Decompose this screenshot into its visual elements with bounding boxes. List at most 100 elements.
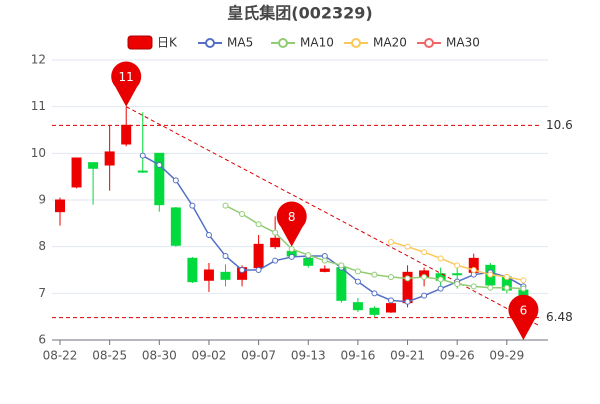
x-tick-label: 08-30 bbox=[142, 349, 177, 363]
chart-title: 皇氏集团(002329) bbox=[227, 4, 372, 23]
y-tick-label: 7 bbox=[38, 286, 46, 300]
candle-body bbox=[319, 268, 330, 272]
legend-marker bbox=[351, 38, 361, 48]
y-tick-label: 12 bbox=[31, 53, 46, 67]
ma-point bbox=[454, 262, 461, 269]
ma-point bbox=[421, 292, 428, 299]
candle-body bbox=[55, 199, 65, 213]
candle-body bbox=[104, 151, 115, 166]
candle-body bbox=[369, 307, 380, 315]
ma-point bbox=[388, 297, 394, 304]
ma-point bbox=[503, 274, 510, 280]
ma-point bbox=[470, 283, 477, 290]
ma-point bbox=[222, 202, 229, 209]
candle-body bbox=[352, 302, 363, 311]
ma-point bbox=[239, 267, 246, 273]
ma-point bbox=[139, 152, 146, 159]
candle-body bbox=[253, 243, 264, 269]
legend-marker bbox=[278, 38, 288, 48]
x-tick-label: 09-26 bbox=[440, 349, 475, 363]
ma-point bbox=[338, 262, 345, 269]
ma-point bbox=[288, 246, 295, 252]
mark-line-label: 6.48 bbox=[546, 310, 573, 324]
candle-body bbox=[154, 152, 165, 206]
ma-point bbox=[255, 221, 262, 228]
ma-point bbox=[255, 267, 262, 273]
mark-pin bbox=[111, 61, 142, 107]
ma-point bbox=[470, 267, 477, 273]
ma-line bbox=[142, 155, 524, 303]
candle-body bbox=[203, 269, 214, 281]
ma-point bbox=[421, 249, 428, 256]
candle-body bbox=[187, 257, 198, 283]
candle-body bbox=[121, 124, 132, 145]
x-tick-label: 09-21 bbox=[390, 349, 425, 363]
ma-point bbox=[354, 268, 361, 275]
y-tick-label: 10 bbox=[31, 146, 46, 160]
candle-body bbox=[270, 237, 281, 248]
y-tick-label: 11 bbox=[31, 99, 46, 113]
mark-line-label: 10.6 bbox=[546, 118, 573, 132]
ma-point bbox=[421, 274, 428, 280]
ma-point bbox=[272, 257, 279, 264]
ma-point bbox=[156, 162, 163, 168]
legend-label: MA5 bbox=[227, 36, 253, 50]
ma-point bbox=[388, 239, 394, 245]
x-tick-label: 08-25 bbox=[92, 349, 127, 363]
ma-point bbox=[371, 290, 378, 297]
x-tick-label: 09-02 bbox=[192, 349, 227, 363]
mark-pin bbox=[508, 294, 539, 340]
trend-line bbox=[125, 106, 541, 327]
ma-point bbox=[487, 284, 494, 291]
ma-point bbox=[437, 285, 444, 292]
x-tick-label: 09-13 bbox=[291, 349, 326, 363]
legend-label: MA20 bbox=[373, 36, 407, 50]
ma-point bbox=[520, 277, 527, 284]
ma-point bbox=[222, 253, 229, 259]
legend-swatch bbox=[127, 35, 153, 50]
candle-body bbox=[303, 257, 314, 266]
ma-point bbox=[321, 257, 328, 264]
mark-pin-label: 6 bbox=[520, 304, 528, 318]
y-tick-label: 9 bbox=[38, 193, 46, 207]
x-tick-label: 09-07 bbox=[241, 349, 276, 363]
legend-label: MA10 bbox=[300, 36, 334, 50]
ma-point bbox=[437, 276, 444, 283]
ma-point bbox=[388, 274, 394, 280]
x-tick-label: 09-29 bbox=[489, 349, 524, 363]
mark-pin-label: 11 bbox=[119, 70, 134, 84]
candle-body bbox=[386, 303, 396, 313]
candle-body bbox=[170, 207, 181, 246]
ma-point bbox=[503, 284, 510, 291]
y-tick-label: 6 bbox=[38, 333, 46, 347]
ma-point bbox=[520, 285, 527, 292]
mark-pin-label: 8 bbox=[288, 210, 296, 224]
ma-point bbox=[172, 177, 179, 184]
y-tick-label: 8 bbox=[38, 239, 46, 253]
ma-point bbox=[272, 229, 279, 236]
legend-marker bbox=[205, 38, 215, 48]
ma-point bbox=[189, 202, 196, 209]
ma-point bbox=[205, 232, 212, 238]
candle-body bbox=[336, 267, 347, 301]
ma-point bbox=[437, 255, 444, 262]
mark-pin bbox=[276, 201, 307, 247]
candle-body bbox=[71, 157, 82, 188]
ma-point bbox=[404, 298, 411, 305]
ma-point bbox=[239, 211, 246, 217]
candle-body bbox=[137, 170, 148, 173]
candle-body bbox=[452, 273, 463, 276]
candle-body bbox=[220, 271, 231, 280]
x-tick-label: 09-16 bbox=[340, 349, 375, 363]
ma-point bbox=[371, 271, 378, 278]
ma-point bbox=[288, 253, 295, 260]
x-tick-label: 08-22 bbox=[43, 349, 78, 363]
candle-body bbox=[88, 162, 99, 169]
ma-point bbox=[354, 278, 361, 285]
ma-point bbox=[404, 275, 411, 282]
ma-point bbox=[454, 281, 461, 287]
legend-label: 日K bbox=[157, 36, 178, 50]
ma-point bbox=[487, 271, 494, 278]
ma-point bbox=[404, 243, 411, 250]
